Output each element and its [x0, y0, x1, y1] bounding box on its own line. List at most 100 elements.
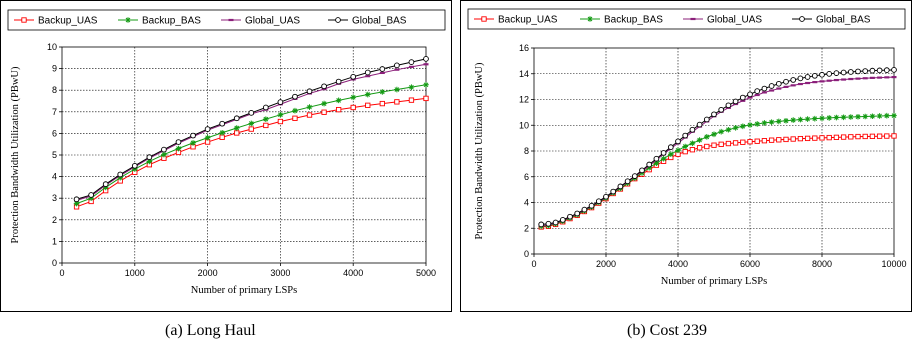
- data-point: [233, 125, 240, 131]
- series-global-bas: [73, 56, 429, 203]
- data-point: [132, 166, 138, 172]
- data-point: [891, 133, 897, 139]
- data-point: [423, 56, 429, 62]
- data-point: [876, 113, 883, 119]
- y-tick-label: 14: [519, 69, 529, 79]
- x-tick-label: 8000: [812, 259, 832, 269]
- y-tick-label: 2: [52, 215, 57, 225]
- data-point: [646, 164, 652, 171]
- data-point: [379, 100, 385, 107]
- data-point: [855, 133, 861, 140]
- data-point: [689, 126, 696, 133]
- data-point: [408, 97, 415, 103]
- data-point: [848, 134, 854, 140]
- data-point: [574, 210, 581, 217]
- legend-label: Backup_BAS: [142, 16, 201, 27]
- data-point: [696, 121, 703, 128]
- data-point: [321, 100, 327, 107]
- legend-item-global-uas: Global_UAS: [221, 16, 300, 27]
- data-point: [747, 139, 753, 145]
- data-point: [639, 167, 645, 174]
- data-point: [840, 114, 847, 121]
- data-point: [335, 106, 342, 113]
- data-point: [88, 195, 94, 201]
- data-point: [292, 93, 298, 100]
- legend-item-global-bas: Global_BAS: [792, 15, 871, 26]
- data-point: [747, 122, 753, 128]
- data-point: [88, 192, 94, 198]
- y-tick-label: 4: [52, 172, 57, 182]
- data-point: [797, 116, 804, 123]
- data-point: [581, 206, 588, 213]
- data-point: [761, 120, 768, 126]
- data-point: [862, 133, 868, 140]
- data-point: [783, 136, 789, 143]
- y-axis-title: Protection Bandwidth Utilization (PBwU): [10, 66, 21, 244]
- data-point: [754, 121, 760, 127]
- x-tick-label: 1000: [125, 268, 145, 278]
- data-point: [610, 188, 617, 195]
- data-point: [394, 86, 400, 93]
- data-point: [790, 77, 797, 83]
- data-point: [833, 114, 840, 121]
- data-point: [775, 80, 782, 87]
- x-tick-label: 10000: [881, 259, 906, 269]
- data-point: [704, 143, 710, 150]
- data-point: [740, 139, 746, 145]
- data-point: [891, 112, 897, 119]
- data-point: [768, 119, 775, 125]
- data-point: [855, 113, 861, 120]
- legend-swatch-marker: [481, 16, 487, 22]
- data-point: [704, 134, 710, 140]
- data-point: [423, 82, 429, 88]
- data-point: [394, 62, 400, 69]
- y-tick-label: 3: [52, 193, 57, 203]
- data-point: [768, 137, 775, 143]
- legend-item-backup-bas: Backup_BAS: [580, 15, 663, 26]
- data-point: [394, 99, 400, 105]
- data-point: [617, 183, 624, 190]
- data-point: [675, 138, 681, 145]
- data-point: [350, 104, 356, 111]
- y-tick-label: 6: [52, 128, 57, 138]
- x-tick-label: 6000: [740, 259, 760, 269]
- y-tick-label: 9: [52, 64, 57, 74]
- legend-swatch-marker: [335, 17, 341, 23]
- y-tick-label: 12: [519, 95, 529, 105]
- x-tick-label: 2000: [198, 268, 218, 278]
- y-tick-label: 4: [524, 198, 529, 208]
- data-point: [711, 111, 717, 118]
- data-point: [190, 140, 196, 146]
- legend-item-global-uas: Global_UAS: [683, 15, 762, 26]
- data-point: [725, 140, 732, 147]
- data-point: [711, 142, 717, 148]
- data-point: [175, 139, 182, 145]
- legend-item-global-bas: Global_BAS: [328, 16, 407, 27]
- data-point: [161, 151, 167, 158]
- data-point: [840, 69, 847, 76]
- data-point: [146, 154, 153, 161]
- data-point: [718, 106, 725, 113]
- data-point: [826, 71, 833, 77]
- data-point: [219, 134, 225, 140]
- data-point: [538, 221, 545, 228]
- data-point: [117, 174, 124, 181]
- data-point: [102, 184, 109, 191]
- legend: Backup_UAS Backup_BAS Global_UAS Global_BAS: [467, 8, 906, 30]
- data-point: [653, 155, 660, 162]
- chart-cost239: 0 2 4 6 8 10 12 14 16 0 2000 4000 6000 8000 10000 Numbe…: [460, 0, 912, 312]
- x-tick-label: 0: [531, 259, 536, 269]
- data-point: [797, 135, 804, 142]
- data-point: [883, 67, 890, 73]
- legend-swatch-marker: [587, 16, 593, 22]
- data-point: [682, 143, 688, 150]
- data-point: [545, 220, 552, 227]
- data-point: [790, 136, 796, 142]
- data-point: [73, 196, 80, 203]
- data-point: [869, 113, 876, 120]
- data-point: [364, 91, 371, 98]
- x-axis-title: Number of primary LSPs: [191, 285, 297, 296]
- y-tick-label: 10: [519, 120, 529, 130]
- data-point: [408, 59, 415, 65]
- y-tick-label: 10: [47, 42, 57, 52]
